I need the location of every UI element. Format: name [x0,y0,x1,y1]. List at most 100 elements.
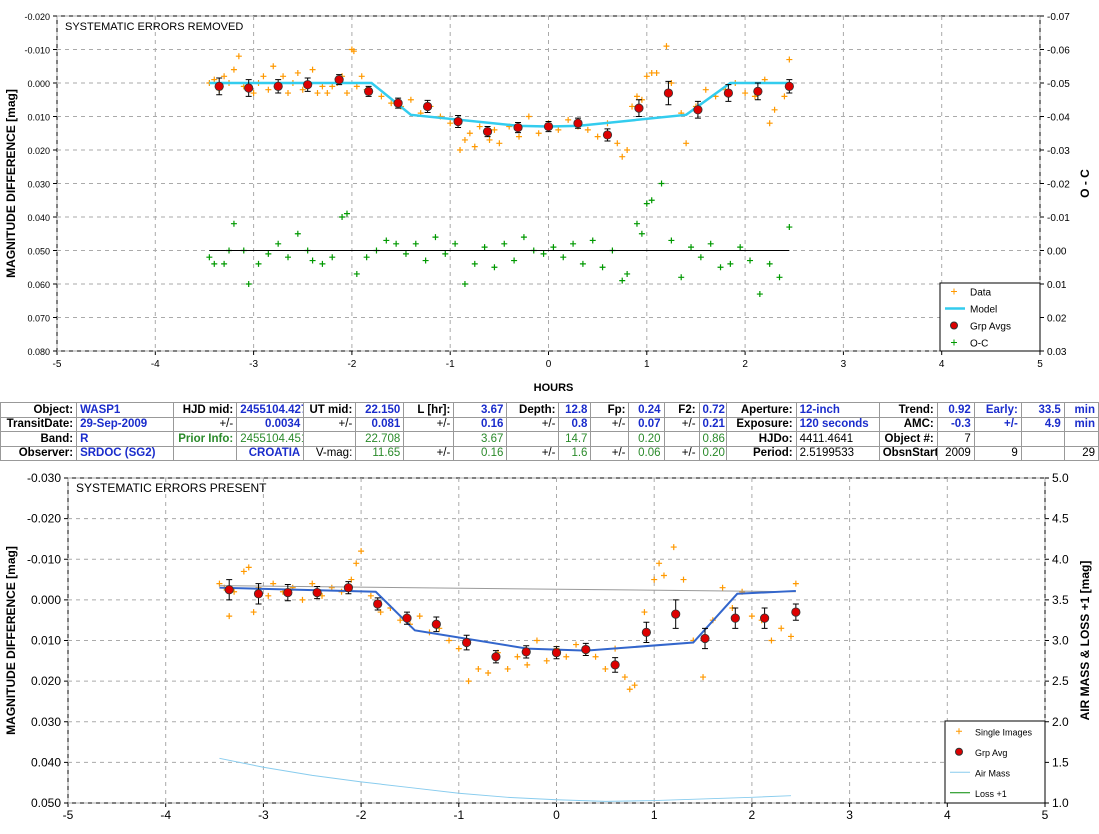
data-point [727,260,734,267]
group-average [573,118,583,128]
data-point [514,653,521,660]
table-cell [973,431,1022,447]
data-point [206,254,213,261]
y2-tick-label: 0.00 [1047,247,1067,258]
y-axis-label: MAGNITUDE DIFFERENCE [mag] [4,546,18,735]
data-point [778,625,785,632]
group-average [422,101,433,112]
legend-label: Model [970,305,997,316]
data-point [663,43,670,50]
data-point [299,596,306,603]
data-point [329,254,336,261]
chart-title: SYSTEMATIC ERRORS REMOVED [65,21,243,33]
y-tick-label: 0.000 [27,79,50,89]
data-point [550,244,557,251]
data-point [245,564,252,571]
group-average [303,80,313,90]
x-tick-label: 2 [742,359,748,370]
table-cell: min [1063,416,1099,432]
data-point [216,580,223,587]
y2-tick-label: 0.01 [1047,280,1067,291]
legend-swatch [956,728,962,735]
data-point [442,250,449,257]
table-cell: 22.150 [355,402,405,418]
data-point [629,103,636,110]
y-tick-label: 0.020 [31,674,61,688]
table-cell: V-mag: [303,445,357,461]
data-point [388,100,395,107]
data-point [702,86,709,93]
x-tick-label: -3 [258,808,269,822]
data-point [221,260,228,267]
table-cell: -0.3 [936,416,975,432]
data-point [543,657,550,664]
data-point [481,244,488,251]
data-point [717,264,724,271]
y2-tick-label: 5.0 [1052,471,1069,485]
legend-box [939,282,1041,352]
data-point [573,641,580,648]
data-point [594,133,601,140]
y-tick-label: 0.080 [27,347,50,357]
table-cell: Exposure: [725,416,797,432]
data-point [343,210,350,217]
table-cell: AMC: [878,416,938,432]
table-cell: +/- [973,416,1022,432]
table-cell: 1.6 [558,445,592,461]
data-point [792,580,799,587]
table-cell: +/- [173,416,238,432]
y-tick-label: 0.040 [27,213,50,223]
x-tick-label: 2 [749,808,756,822]
data-point [626,686,633,693]
table-cell: 0.21 [698,416,727,432]
data-point [367,592,374,599]
data-point [235,53,242,60]
data-point [747,257,754,264]
data-point [461,281,468,287]
data-point [339,214,346,220]
group-average [253,589,264,599]
data-point [658,180,665,187]
data-point [350,48,357,55]
x-tick-label: 5 [1042,808,1049,822]
y-tick-label: 0.010 [31,634,61,648]
legend-label: Single Images [975,727,1033,737]
legend-label: Data [970,288,992,299]
y2-tick-label: 0.03 [1047,347,1067,358]
data-point [680,576,687,583]
y-tick-label: 0.010 [27,113,50,123]
y2-tick-label: -0.06 [1047,46,1070,57]
y2-tick-label: 4.0 [1052,552,1069,566]
table-cell: Aperture: [725,402,797,418]
y-tick-label: -0.010 [27,552,61,566]
data-point [280,73,287,80]
table-cell: Prior Info: [173,431,238,447]
y2-tick-label: 4.5 [1052,512,1069,526]
data-point [638,230,645,237]
data-point [766,120,773,127]
data-point [402,250,409,257]
y2-axis-label: O - C [1078,169,1092,198]
data-point [353,560,360,567]
group-average [700,633,710,644]
legend-swatch [955,747,963,756]
table-cell: 0.20 [628,431,665,447]
data-point [643,200,650,207]
data-point [465,678,472,685]
table-cell: 120 seconds [795,416,880,432]
x-tick-label: 1 [651,808,658,822]
data-point [466,130,473,137]
data-point [697,254,704,261]
data-point [653,69,660,76]
table-cell: 2.5199533 [795,445,880,461]
data-point [688,244,695,251]
group-average [343,583,353,593]
group-average [273,81,283,91]
table-cell: 11.65 [355,445,405,461]
data-point [270,580,277,587]
table-cell: Observer: [0,445,78,461]
data-point [742,90,749,97]
data-point [447,120,454,127]
table-cell: Object #: [878,431,938,447]
data-point [329,83,336,90]
